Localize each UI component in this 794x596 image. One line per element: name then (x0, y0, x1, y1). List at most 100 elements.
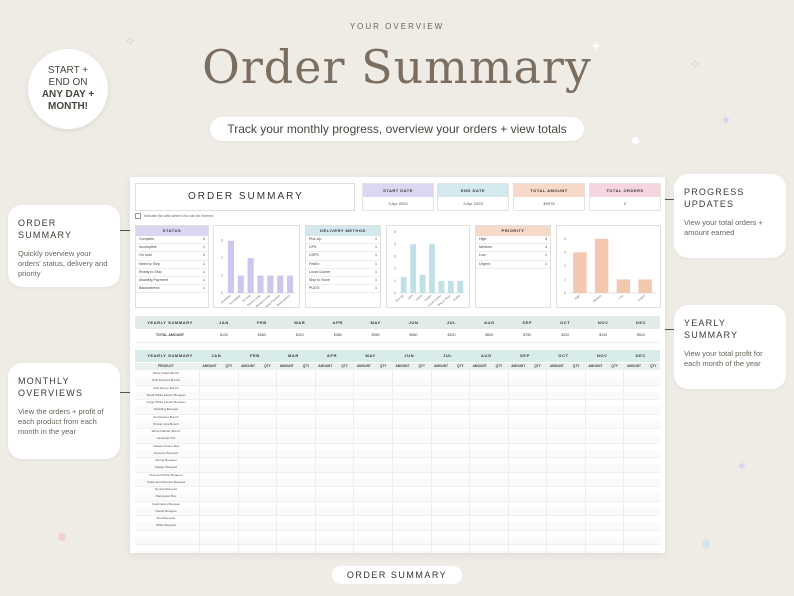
amount-cell[interactable] (546, 471, 551, 479)
amount-cell[interactable] (391, 406, 397, 414)
amount-cell[interactable] (584, 522, 590, 530)
amount-cell[interactable] (623, 420, 628, 428)
amount-cell[interactable] (199, 435, 204, 443)
amount-cell[interactable] (507, 391, 513, 399)
amount-cell[interactable] (276, 493, 281, 501)
amount-cell[interactable] (507, 384, 513, 392)
amount-cell[interactable] (353, 391, 358, 399)
amount-cell[interactable] (353, 522, 358, 530)
amount-cell[interactable] (391, 536, 397, 544)
amount-cell[interactable] (391, 493, 397, 501)
amount-cell[interactable] (391, 522, 397, 530)
amount-cell[interactable] (546, 464, 551, 472)
amount-cell[interactable] (507, 493, 513, 501)
amount-cell[interactable] (391, 428, 397, 435)
product-name[interactable]: Neutral Bouquet (154, 487, 178, 491)
amount-cell[interactable] (237, 544, 243, 551)
amount-cell[interactable] (276, 406, 281, 414)
amount-cell[interactable] (507, 536, 513, 544)
amount-cell[interactable] (199, 507, 204, 515)
amount-cell[interactable] (584, 435, 590, 443)
amount-cell[interactable] (353, 442, 358, 450)
product-name[interactable]: Sunflowers Bunch (153, 414, 179, 419)
amount-cell[interactable] (469, 507, 474, 515)
amount-cell[interactable] (199, 457, 204, 464)
amount-cell[interactable] (546, 536, 551, 544)
amount-cell[interactable] (584, 529, 590, 537)
amount-cell[interactable] (237, 522, 243, 530)
amount-cell[interactable] (353, 493, 358, 501)
amount-cell[interactable] (623, 457, 628, 464)
amount-cell[interactable] (314, 406, 320, 414)
amount-cell[interactable] (546, 544, 551, 551)
amount-cell[interactable] (199, 370, 204, 377)
amount-cell[interactable] (546, 486, 551, 493)
amount-cell[interactable] (584, 449, 590, 457)
amount-cell[interactable] (276, 507, 281, 515)
amount-cell[interactable] (314, 370, 320, 377)
amount-cell[interactable] (469, 399, 474, 406)
amount-cell[interactable] (199, 544, 204, 551)
amount-cell[interactable] (469, 471, 474, 479)
amount-cell[interactable] (623, 515, 628, 522)
amount-cell[interactable] (391, 370, 397, 377)
amount-cell[interactable] (391, 551, 397, 553)
amount-cell[interactable] (469, 435, 474, 443)
amount-cell[interactable] (584, 544, 590, 551)
amount-cell[interactable] (469, 478, 474, 486)
amount-cell[interactable] (314, 399, 320, 406)
amount-cell[interactable] (353, 478, 358, 486)
amount-cell[interactable] (314, 449, 320, 457)
amount-cell[interactable] (199, 428, 204, 435)
amount-cell[interactable] (584, 500, 590, 508)
amount-cell[interactable] (546, 522, 551, 530)
amount-cell[interactable] (276, 471, 281, 479)
amount-cell[interactable] (623, 500, 628, 508)
amount-cell[interactable] (314, 435, 320, 443)
amount-cell[interactable] (584, 384, 590, 392)
product-name[interactable]: Red Roses Bunch (153, 385, 179, 390)
amount-cell[interactable] (430, 536, 436, 544)
amount-cell[interactable] (237, 464, 243, 472)
amount-cell[interactable] (623, 551, 628, 553)
product-name[interactable]: Tulips and Peonies Bouquet (146, 479, 186, 484)
product-name[interactable]: Classic Flower Box (152, 443, 180, 448)
amount-cell[interactable] (623, 486, 628, 493)
amount-cell[interactable] (314, 500, 320, 508)
product-name[interactable]: White Tulips Bunch (152, 371, 180, 375)
amount-cell[interactable] (584, 391, 590, 399)
amount-cell[interactable] (584, 471, 590, 479)
amount-cell[interactable] (353, 420, 358, 428)
amount-cell[interactable] (469, 551, 474, 553)
amount-cell[interactable] (199, 478, 204, 486)
amount-cell[interactable] (507, 449, 513, 457)
amount-cell[interactable] (469, 449, 474, 457)
amount-cell[interactable] (623, 507, 628, 515)
amount-cell[interactable] (237, 486, 243, 493)
product-name[interactable]: Spring Bouquet (155, 458, 177, 462)
amount-cell[interactable] (546, 391, 551, 399)
amount-cell[interactable] (584, 507, 590, 515)
amount-cell[interactable] (430, 384, 436, 392)
amount-cell[interactable] (199, 471, 204, 479)
product-name[interactable]: Celebration Bouquet (151, 501, 181, 506)
amount-cell[interactable] (199, 413, 204, 421)
amount-cell[interactable] (584, 442, 590, 450)
amount-cell[interactable] (507, 464, 513, 472)
amount-cell[interactable] (353, 399, 358, 406)
amount-cell[interactable] (623, 406, 628, 414)
amount-cell[interactable] (546, 377, 551, 385)
amount-cell[interactable] (237, 435, 243, 443)
amount-cell[interactable] (430, 464, 436, 472)
amount-cell[interactable] (430, 420, 436, 428)
amount-cell[interactable] (237, 406, 243, 414)
amount-cell[interactable] (430, 399, 436, 406)
amount-cell[interactable] (546, 428, 551, 435)
amount-cell[interactable] (584, 551, 590, 553)
amount-cell[interactable] (353, 449, 358, 457)
amount-cell[interactable] (353, 384, 358, 392)
amount-cell[interactable] (276, 464, 281, 472)
amount-cell[interactable] (391, 478, 397, 486)
amount-cell[interactable] (546, 449, 551, 457)
amount-cell[interactable] (469, 529, 474, 537)
